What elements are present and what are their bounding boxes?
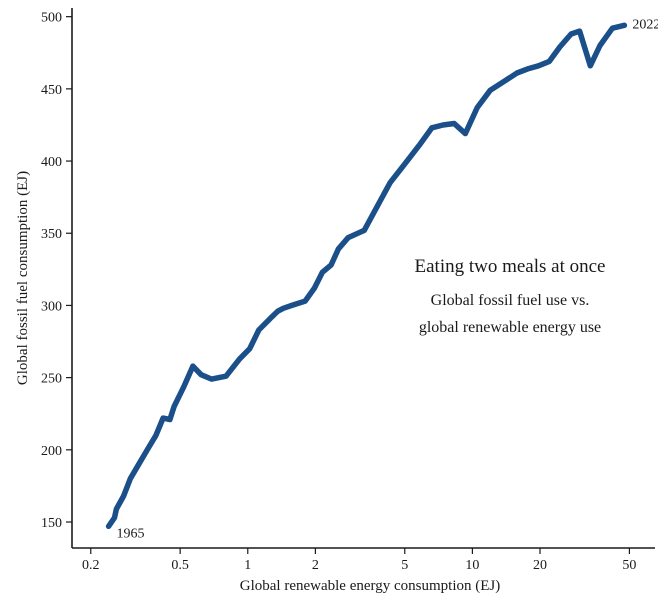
series-layer: 1965 2022 <box>105 17 658 541</box>
y-axis-label: Global fossil fuel consumption (EJ) <box>15 171 31 385</box>
y-tick-label: 500 <box>41 11 62 26</box>
y-tick-label: 450 <box>41 83 62 98</box>
annotation-title: Eating two meals at once <box>415 256 606 277</box>
y-tick-label: 250 <box>41 372 62 387</box>
y-tick-label: 150 <box>41 516 62 531</box>
x-tick-label: 0.5 <box>171 558 189 573</box>
axes <box>71 8 655 549</box>
y-tick-label: 300 <box>41 299 62 314</box>
annotation-subtitle-line-2: global renewable energy use <box>419 319 601 336</box>
annotation-subtitle-line-1: Global fossil fuel use vs. <box>431 292 590 309</box>
x-tick-label: 10 <box>465 558 479 573</box>
y-tick-label: 350 <box>41 227 62 242</box>
y-tick-label: 200 <box>41 444 62 459</box>
x-tick-label: 1 <box>244 558 251 573</box>
x-axis-ticks: 0.2 0.5 1 2 5 10 20 50 <box>82 548 636 573</box>
x-axis-label: Global renewable energy consumption (EJ) <box>240 578 500 594</box>
x-tick-label: 0.2 <box>82 558 100 573</box>
y-tick-label: 400 <box>41 155 62 170</box>
start-year-label: 1965 <box>117 526 145 541</box>
x-tick-label: 2 <box>312 558 319 573</box>
y-axis-ticks: 150 200 250 300 350 400 450 500 <box>41 11 72 531</box>
x-tick-label: 50 <box>622 558 636 573</box>
end-year-label: 2022 <box>632 17 658 32</box>
x-tick-label: 5 <box>401 558 408 573</box>
x-tick-label: 20 <box>533 558 547 573</box>
